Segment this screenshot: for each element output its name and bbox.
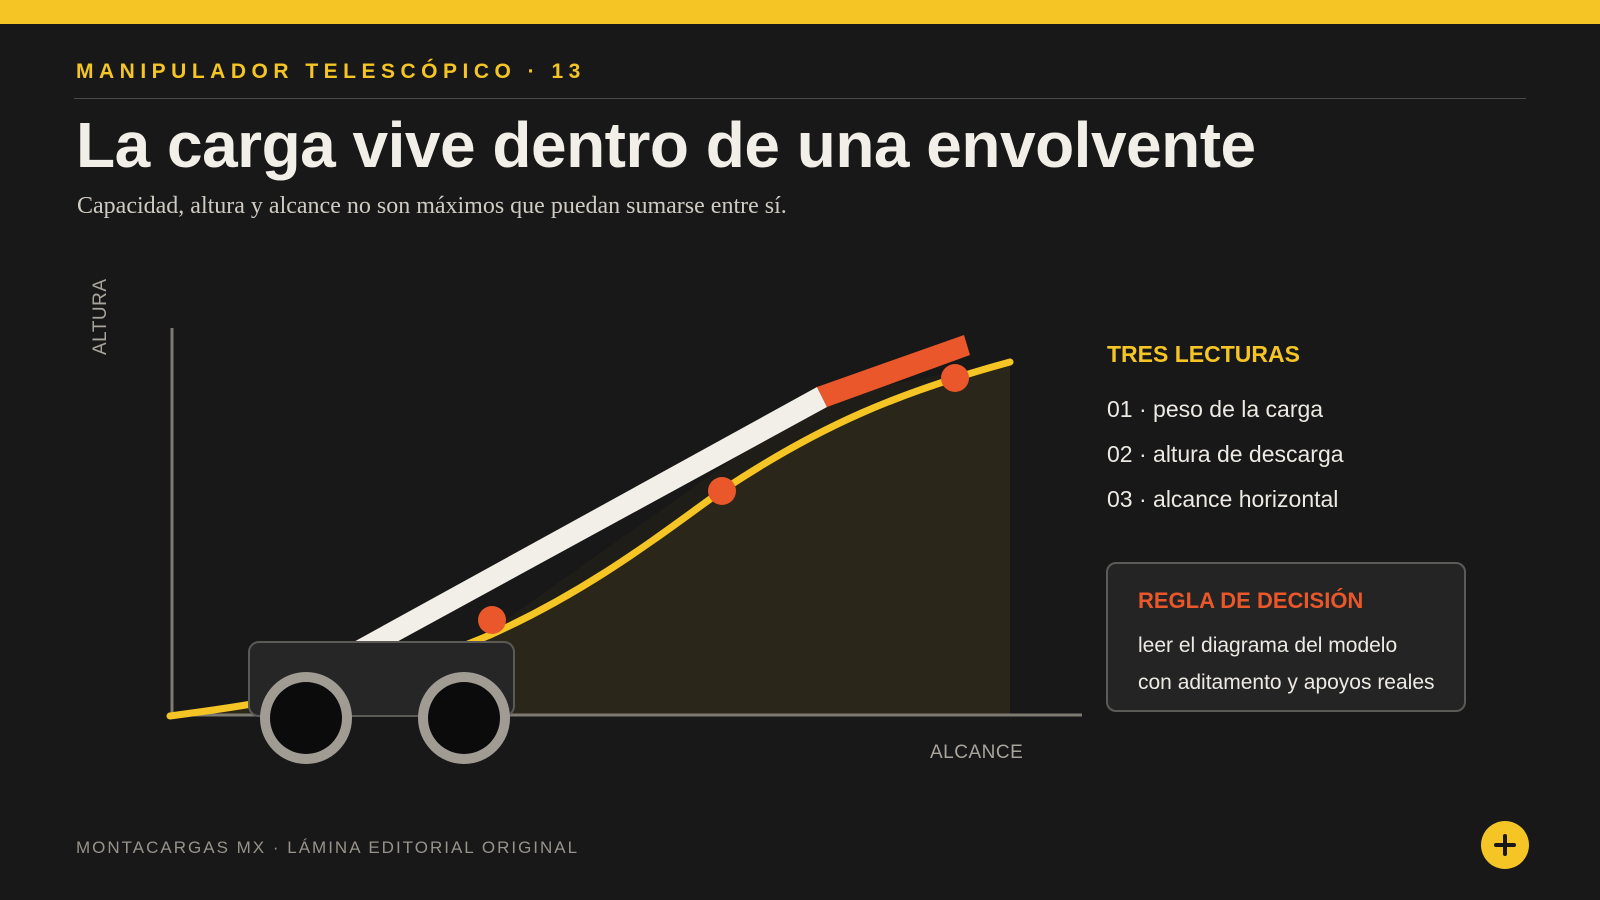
envelope-marker	[941, 364, 969, 392]
decision-rule-card: REGLA DE DECISIÓN leer el diagrama del m…	[1106, 562, 1466, 712]
envelope-marker	[708, 477, 736, 505]
reading-item: 02 · altura de descarga	[1107, 441, 1344, 467]
top-accent-bar	[0, 0, 1600, 24]
readings-heading: TRES LECTURAS	[1107, 341, 1300, 367]
x-axis-label: ALCANCE	[930, 742, 1023, 763]
load-envelope-diagram: ALTURA ALCANCE	[90, 278, 1082, 764]
decision-rule-title: REGLA DE DECISIÓN	[1138, 588, 1364, 613]
envelope-area	[170, 362, 1010, 715]
plus-icon[interactable]	[1481, 821, 1529, 869]
section-kicker: MANIPULADOR TELESCÓPICO · 13	[76, 60, 586, 83]
page-title: La carga vive dentro de una envolvente	[76, 109, 1256, 181]
header-divider	[74, 98, 1526, 99]
footer-credit: MONTACARGAS MX · LÁMINA EDITORIAL ORIGIN…	[76, 838, 580, 857]
decision-rule-line: con aditamento y apoyos reales	[1138, 671, 1435, 694]
y-axis-label: ALTURA	[90, 278, 111, 355]
boom-tip	[817, 335, 970, 407]
telescopic-boom	[330, 387, 827, 662]
envelope-marker	[478, 606, 506, 634]
wheel-rear	[418, 672, 510, 764]
decision-rule-line: leer el diagrama del modelo	[1138, 634, 1398, 657]
reading-item: 01 · peso de la carga	[1107, 396, 1324, 422]
page-subtitle: Capacidad, altura y alcance no son máxim…	[77, 193, 787, 219]
wheel-front	[260, 672, 352, 764]
reading-item: 03 · alcance horizontal	[1107, 486, 1339, 512]
